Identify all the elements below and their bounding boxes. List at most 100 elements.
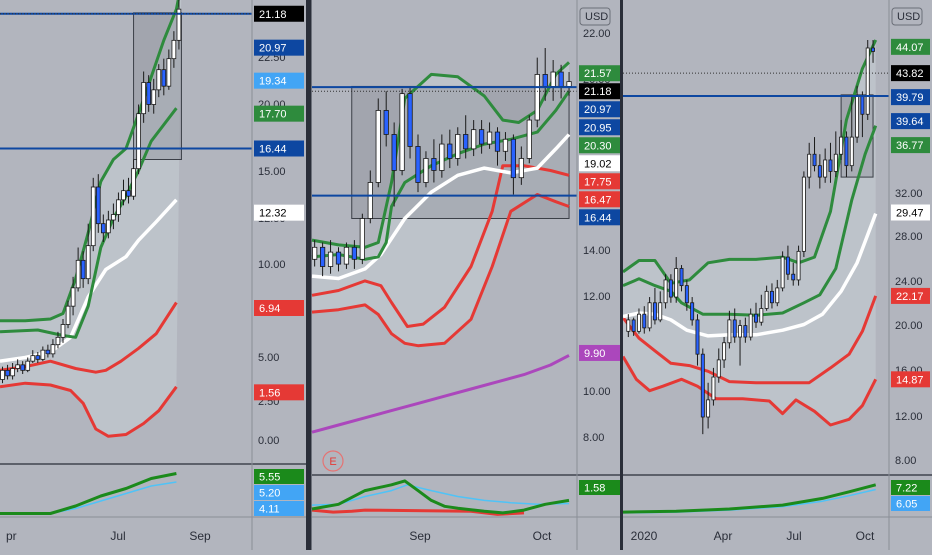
y-tick-label: -2.50: [258, 0, 283, 3]
price-label: 22.17: [891, 287, 930, 304]
candle: [70, 276, 76, 316]
osc-label: 5.20: [254, 485, 304, 500]
candle-body: [151, 89, 157, 105]
y-tick-label: 20.00: [895, 320, 923, 332]
candle: [136, 104, 141, 175]
candle-body: [668, 279, 673, 298]
candle: [335, 247, 342, 272]
osc-label: 5.55: [254, 469, 304, 484]
candle: [690, 297, 695, 326]
candle-body: [312, 246, 318, 260]
currency-badge: [891, 7, 923, 26]
price-label-bg: [891, 89, 930, 106]
candle-body: [860, 95, 865, 115]
candle: [100, 214, 106, 242]
candle-body: [100, 223, 106, 234]
price-label-text: 17.70: [259, 109, 287, 121]
price-label-text: 43.82: [896, 68, 924, 80]
oscillator-negative: [311, 508, 525, 516]
panel-divider: [308, 0, 312, 550]
candle-body: [807, 153, 812, 178]
candle: [716, 348, 721, 383]
candle-body: [828, 159, 833, 172]
y-tick-label: 5.00: [258, 352, 279, 364]
candle-body: [550, 71, 556, 87]
x-tick-label: 2020: [631, 529, 658, 543]
price-label-text: 39.79: [896, 92, 924, 104]
candle-body: [722, 342, 727, 361]
candle: [695, 314, 700, 366]
candle: [447, 129, 453, 169]
candle-body: [486, 131, 493, 145]
candle-body: [679, 268, 684, 287]
y-tick-label: USD: [897, 11, 920, 23]
price-label: 9.90: [579, 344, 620, 361]
candle: [383, 91, 389, 147]
candle: [732, 308, 737, 343]
candle: [312, 240, 318, 267]
price-label-text: 12.32: [259, 208, 287, 220]
candle: [60, 319, 66, 343]
candle: [833, 131, 838, 178]
candle: [844, 131, 849, 178]
candle: [764, 285, 769, 311]
band-red-upper: [0, 301, 178, 374]
candle-body: [141, 82, 146, 115]
candle-body: [367, 182, 373, 219]
candle: [679, 265, 684, 292]
candle-body: [663, 279, 668, 304]
candle: [839, 119, 844, 160]
candle-body: [471, 129, 477, 150]
osc-label-bg: [254, 469, 304, 484]
osc-label-text: 5.20: [259, 488, 280, 500]
candle-body: [65, 305, 71, 325]
candle-body: [70, 287, 76, 307]
earnings-marker-label: E: [329, 456, 336, 468]
band-basis: [622, 212, 878, 338]
candle-body: [849, 136, 854, 167]
price-label: 1.56: [254, 384, 304, 401]
candle-body: [15, 364, 20, 369]
candle: [85, 223, 91, 285]
y-tick-label: 10.00: [258, 259, 286, 271]
price-label-text: 21.18: [259, 9, 287, 21]
price-axis: USD32.0028.0024.0020.0016.0012.008.0044.…: [888, 0, 930, 550]
price-label: 39.79: [891, 89, 930, 106]
candle: [849, 95, 854, 172]
price-label-bg: [891, 287, 930, 304]
osc-label: 1.58: [579, 480, 620, 495]
candle: [171, 31, 177, 68]
candle-body: [90, 186, 96, 247]
candle-body: [738, 325, 742, 338]
candle-body: [775, 287, 780, 304]
y-tick-label: 12.00: [895, 411, 923, 423]
price-label: 17.75: [579, 173, 620, 190]
x-tick-label: Jul: [786, 529, 801, 543]
candle: [176, 0, 182, 50]
candle: [116, 192, 121, 222]
y-tick-label: 8.00: [895, 455, 916, 467]
candle-body: [85, 245, 91, 280]
candle-body: [439, 143, 445, 171]
candle-body: [785, 256, 790, 275]
panel-divider: [620, 0, 623, 550]
candle: [343, 242, 350, 269]
candle: [50, 339, 56, 358]
candle: [652, 287, 657, 325]
price-label-text: 19.02: [584, 158, 612, 170]
candle: [658, 291, 663, 323]
earnings-marker: E: [322, 450, 344, 472]
candle-body: [5, 369, 10, 377]
candle-body: [20, 364, 26, 371]
candle: [494, 127, 501, 166]
candle-body: [652, 302, 657, 321]
price-label-bg: [254, 384, 304, 401]
candle: [10, 363, 15, 380]
candle-body: [131, 168, 136, 197]
candle: [423, 151, 429, 188]
candle: [319, 242, 326, 277]
candle: [90, 177, 96, 252]
candle: [463, 115, 469, 159]
